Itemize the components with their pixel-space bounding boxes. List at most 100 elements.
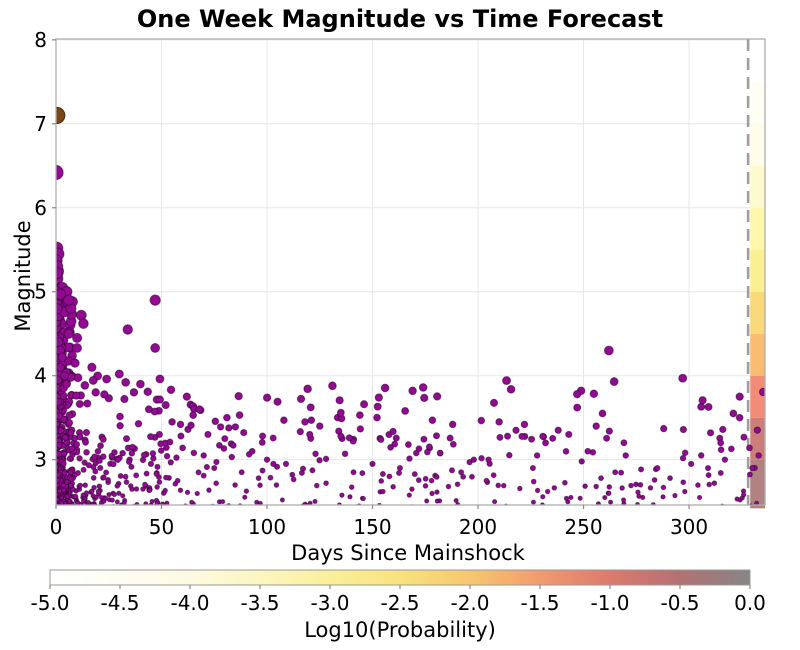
aftershock-point	[424, 498, 430, 504]
aftershock-point	[485, 456, 492, 463]
aftershock-point	[267, 474, 274, 481]
aftershock-point	[448, 420, 457, 429]
aftershock-point	[433, 392, 442, 401]
aftershock-point	[374, 393, 384, 402]
aftershock-point	[216, 423, 225, 431]
aftershock-point	[92, 468, 99, 475]
aftershock-point	[71, 506, 75, 510]
aftershock-point	[589, 389, 599, 398]
aftershock-point	[301, 418, 309, 426]
aftershock-point	[78, 506, 82, 510]
aftershock-point	[528, 435, 536, 443]
aftershock-point	[257, 482, 263, 489]
aftershock-point	[79, 504, 82, 505]
colorbar-tick-label: -0.5	[660, 591, 699, 615]
aftershock-point	[100, 474, 107, 481]
aftershock-point	[211, 417, 220, 426]
aftershock-point	[749, 464, 756, 472]
aftershock-point	[58, 506, 62, 510]
aftershock-point	[56, 477, 61, 484]
aftershock-point	[466, 506, 470, 510]
aftershock-point	[240, 428, 248, 437]
aftershock-point	[303, 384, 312, 394]
aftershock-point	[258, 432, 267, 440]
aftershock-point	[57, 506, 61, 510]
aftershock-point	[96, 483, 103, 490]
aftershock-point	[454, 481, 461, 488]
aftershock-point	[237, 503, 243, 505]
aftershock-point	[595, 501, 601, 505]
aftershock-point	[320, 506, 324, 510]
aftershock-point	[80, 466, 87, 473]
aftershock-point	[420, 393, 429, 403]
aftershock-point	[154, 463, 161, 470]
aftershock-point	[242, 494, 248, 500]
aftershock-point	[112, 506, 116, 510]
aftershock-point	[458, 469, 465, 476]
aftershock-point	[200, 472, 207, 479]
aftershock-point	[114, 499, 120, 505]
aftershock-point	[356, 425, 365, 433]
aftershock-point	[706, 481, 713, 488]
aftershock-point	[155, 374, 165, 384]
aftershock-point	[97, 442, 104, 450]
forecast-strip-bin	[750, 249, 765, 292]
aftershock-point	[563, 495, 570, 501]
aftershock-point	[57, 506, 61, 510]
aftershock-point	[426, 506, 430, 510]
aftershock-point	[212, 506, 216, 510]
aftershock-point	[155, 395, 165, 404]
aftershock-point	[136, 379, 145, 389]
aftershock-point	[598, 475, 604, 482]
aftershock-point	[63, 328, 74, 339]
aftershock-point	[517, 485, 523, 492]
aftershock-point	[59, 504, 63, 505]
colorbar-tick-label: -2.5	[380, 591, 419, 615]
aftershock-point	[513, 506, 517, 510]
aftershock-point	[678, 373, 688, 383]
aftershock-point	[720, 506, 724, 510]
aftershock-point	[161, 401, 170, 410]
aftershock-point	[221, 435, 229, 443]
aftershock-point	[360, 400, 369, 409]
aftershock-point	[496, 433, 504, 441]
aftershock-point	[331, 506, 335, 510]
aftershock-point	[660, 424, 668, 433]
aftershock-point	[717, 439, 725, 447]
aftershock-point	[96, 457, 103, 464]
x-tick-label: 200	[459, 515, 497, 539]
aftershock-point	[612, 469, 619, 476]
aftershock-point	[67, 429, 75, 437]
aftershock-point	[111, 491, 118, 498]
aftershock-point	[153, 471, 160, 477]
aftershock-point	[95, 506, 99, 510]
aftershock-point	[313, 482, 320, 489]
aftershock-point	[758, 387, 765, 397]
aftershock-point	[60, 450, 68, 458]
aftershock-point	[220, 445, 228, 452]
aftershock-point	[75, 500, 81, 505]
aftershock-point	[166, 385, 176, 395]
aftershock-point	[63, 506, 67, 510]
aftershock-point	[122, 435, 131, 443]
aftershock-point	[336, 408, 345, 417]
aftershock-point	[134, 419, 143, 428]
aftershock-point	[572, 389, 582, 399]
y-tick-label: 8	[34, 28, 47, 52]
aftershock-point	[477, 416, 486, 425]
aftershock-point	[154, 500, 160, 505]
aftershock-point	[132, 506, 136, 510]
aftershock-point	[746, 471, 753, 478]
aftershock-point	[273, 397, 282, 406]
aftershock-point	[160, 490, 167, 496]
aftershock-point	[622, 452, 629, 459]
aftershock-point	[163, 452, 171, 460]
aftershock-point	[562, 479, 568, 486]
aftershock-point	[203, 506, 207, 510]
aftershock-point	[76, 506, 80, 510]
aftershock-point	[742, 506, 746, 510]
aftershock-point	[697, 452, 705, 459]
aftershock-point	[155, 430, 163, 439]
aftershock-point	[434, 498, 440, 504]
aftershock-point	[162, 506, 166, 510]
